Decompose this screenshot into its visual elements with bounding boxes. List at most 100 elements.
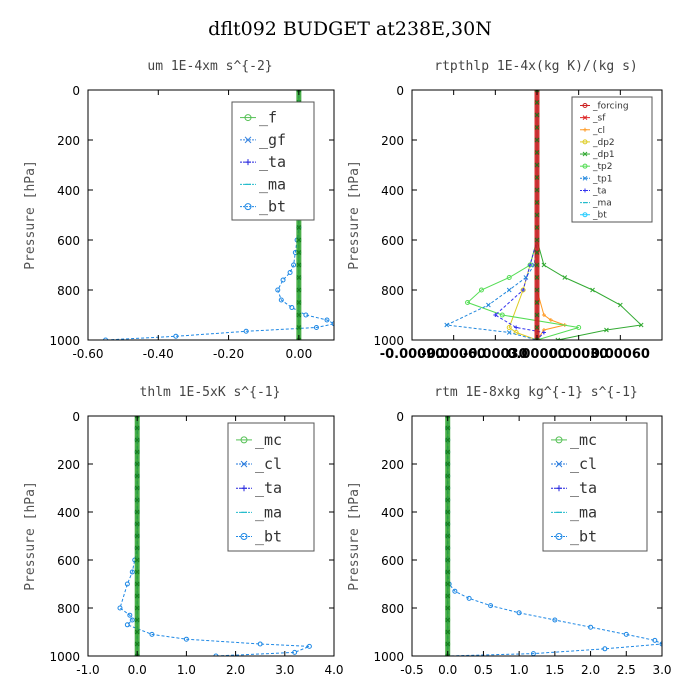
legend-marker	[240, 460, 248, 468]
band-marker	[134, 521, 140, 527]
legend-marker	[555, 533, 563, 541]
legend-marker	[582, 115, 588, 120]
band-marker	[534, 162, 540, 168]
band-marker	[445, 617, 451, 623]
legend-marker	[583, 127, 587, 132]
panel-1: um 1E-4xm s^{-2} Pressure [hPa] -0.60 -0.40…	[23, 59, 335, 361]
legend-label: _dp1	[592, 150, 615, 160]
band-marker	[296, 275, 302, 280]
data-point	[243, 328, 249, 334]
legend-label: _sf	[592, 114, 606, 124]
y-tick-label: 200	[57, 458, 80, 472]
x-tick-label: 3.0	[275, 663, 294, 677]
data-point	[257, 641, 263, 647]
x-tick-label: 3.0	[652, 663, 671, 677]
y-tick-label: 1000	[49, 650, 80, 664]
legend-label: _mc	[255, 431, 282, 449]
y-tick-label: 1000	[373, 650, 404, 664]
data-point	[306, 643, 312, 649]
band-marker	[534, 300, 540, 305]
plot-area	[444, 90, 644, 340]
data-point	[173, 333, 179, 339]
legend-label: _gf	[259, 131, 286, 149]
y-tick-label: 800	[381, 284, 404, 298]
band-marker	[445, 629, 451, 635]
band-marker	[534, 150, 540, 155]
band-marker	[134, 653, 140, 656]
y-tick-label: 1000	[373, 334, 404, 348]
x-tick-label: 0.5	[474, 663, 493, 677]
x-tick-label: 1.0	[177, 663, 196, 677]
legend-marker	[583, 188, 587, 193]
x-tick-label: 4.0	[324, 663, 343, 677]
data-point	[478, 287, 484, 293]
data-point	[528, 263, 533, 267]
band-marker	[534, 112, 540, 118]
data-point	[149, 631, 155, 637]
legend-box	[231, 101, 315, 221]
legend-label: _bt	[259, 198, 286, 216]
x-tick-label: 1.5	[545, 663, 564, 677]
x-tick-label: 0.00000	[507, 347, 566, 362]
data-point	[127, 612, 133, 618]
y-tick-label: 0	[72, 84, 80, 98]
data-point	[652, 637, 658, 643]
band-marker	[534, 250, 540, 255]
band-marker	[134, 557, 140, 563]
band-marker	[534, 100, 540, 105]
band-marker	[445, 449, 451, 455]
legend-label: _ta	[570, 479, 597, 497]
band-marker	[134, 581, 140, 587]
x-tick-label: -0.20	[213, 347, 244, 361]
band-marker	[534, 312, 540, 318]
band-marker	[134, 617, 140, 623]
legend: _forcing _sf _cl _dp2 _dp1 _tp2 _tp1 _ta _ma _bt	[571, 96, 653, 223]
plot-frame	[87, 415, 335, 657]
band-marker	[134, 593, 140, 599]
y-axis-label: Pressure [hPa]	[347, 481, 362, 591]
band-marker	[534, 337, 540, 340]
band-marker	[134, 416, 140, 419]
y-tick-label: 200	[57, 134, 80, 148]
x-tick-label: 2.0	[581, 663, 600, 677]
series-line-cl	[536, 90, 567, 340]
y-tick-label: 200	[381, 134, 404, 148]
series-line-tp2	[466, 90, 579, 340]
band-marker	[134, 473, 140, 479]
data-point	[514, 325, 519, 330]
band-marker	[445, 461, 451, 467]
data-point	[516, 610, 522, 616]
legend-marker	[582, 163, 588, 169]
legend-marker	[582, 212, 588, 218]
band-marker	[534, 275, 540, 280]
band-marker	[534, 187, 540, 193]
band-marker	[134, 569, 140, 575]
data-point	[292, 649, 298, 655]
data-point	[623, 631, 629, 637]
y-tick-label: 200	[381, 458, 404, 472]
band-marker	[445, 653, 451, 656]
band-marker	[134, 533, 140, 539]
legend-label: _bt	[570, 528, 597, 546]
legend-label: _ta	[255, 479, 282, 497]
legend-label: _bt	[592, 211, 607, 221]
panel-title: rtpthlp 1E-4x(kg K)/(kg s)	[434, 59, 638, 74]
panel-title: um 1E-4xm s^{-2}	[147, 59, 272, 74]
legend-marker	[244, 136, 252, 144]
legend-label: _bt	[255, 528, 282, 546]
x-tick-label: 0.00060	[591, 347, 650, 362]
data-point	[466, 595, 472, 601]
series-line-bt	[105, 90, 334, 340]
legend-box	[227, 422, 315, 552]
band-marker	[445, 473, 451, 479]
y-tick-label: 1000	[49, 334, 80, 348]
y-tick-label: 800	[57, 284, 80, 298]
y-tick-label: 0	[396, 84, 404, 98]
data-point	[331, 321, 334, 327]
band-marker	[534, 137, 540, 143]
y-tick-label: 600	[57, 234, 80, 248]
band-marker	[445, 545, 451, 551]
band-marker	[134, 485, 140, 491]
band-marker	[534, 325, 540, 330]
